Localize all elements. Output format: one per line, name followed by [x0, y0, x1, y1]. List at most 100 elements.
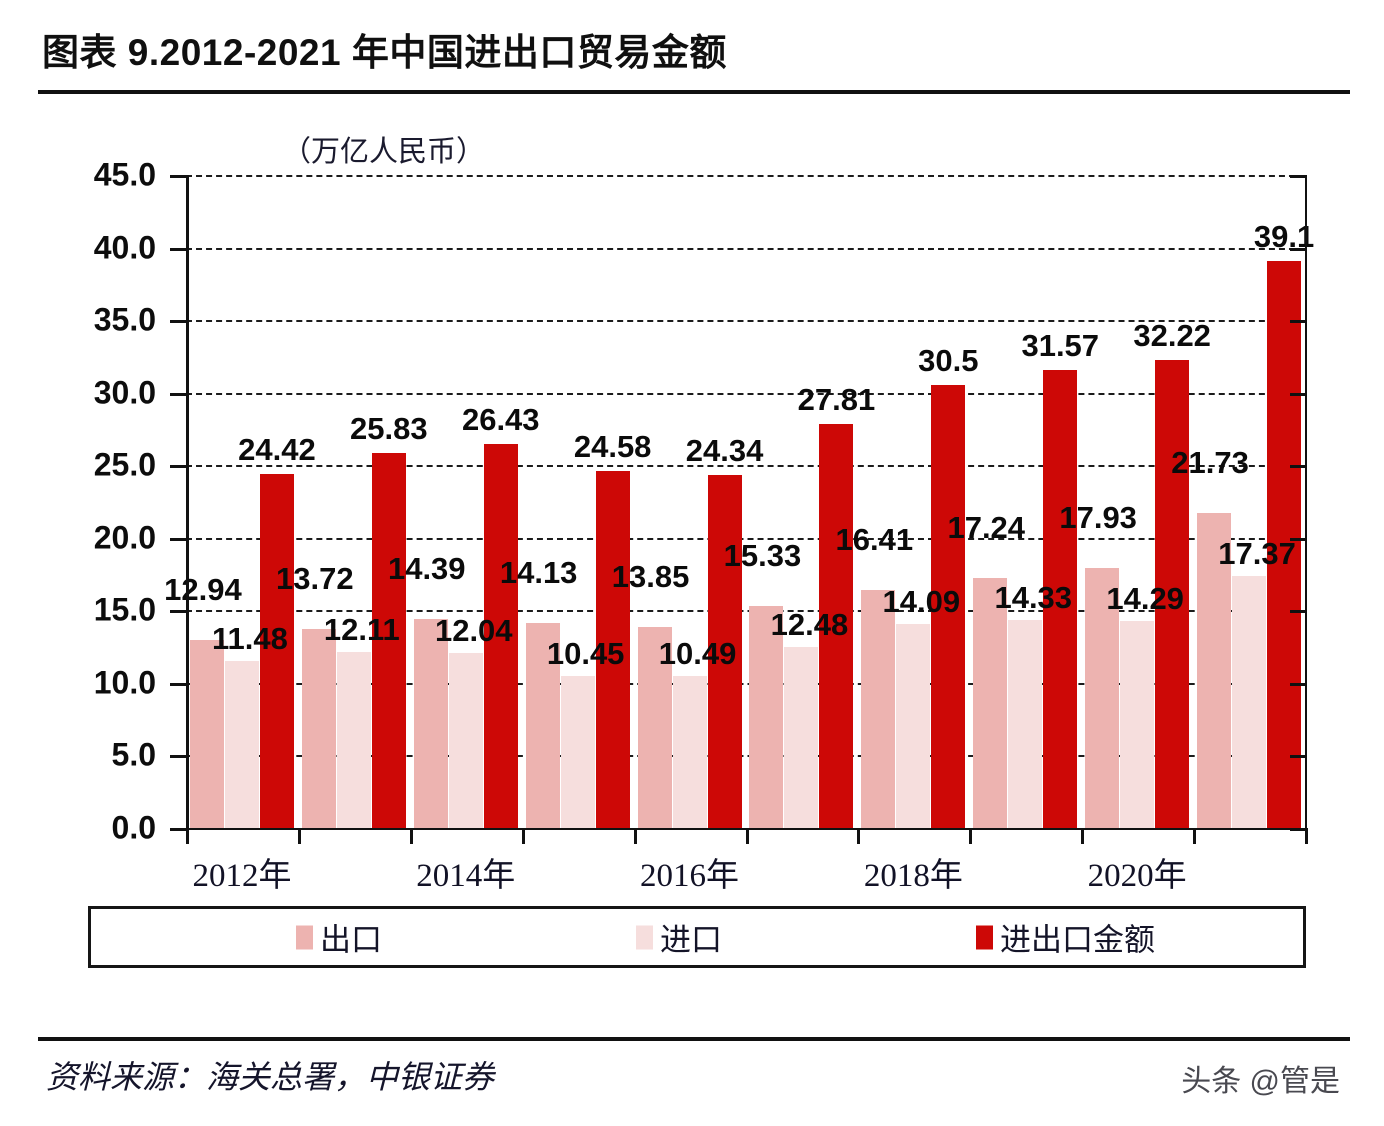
bar-进出口金额-2017 — [819, 424, 854, 828]
legend-item-进出口金额[interactable]: 进出口金额 — [976, 915, 1155, 960]
value-label-进出口金额-2012: 24.42 — [238, 431, 316, 467]
bar-进口-2014 — [448, 653, 483, 828]
y-axis-label: 30.0 — [93, 374, 156, 411]
bar-进口-2017 — [784, 646, 819, 828]
x-axis-tick — [1081, 828, 1085, 844]
legend-label: 进出口金额 — [1000, 922, 1155, 958]
x-axis-tick — [186, 828, 189, 844]
value-label-进出口金额-2019: 31.57 — [1021, 327, 1100, 363]
y-axis-tick — [170, 828, 187, 831]
value-label-出口-2012: 12.94 — [164, 572, 242, 608]
y-axis-tick — [170, 320, 187, 324]
legend-label: 进口 — [660, 922, 722, 958]
bar-进口-2015 — [560, 676, 595, 828]
value-label-进出口金额-2020: 32.22 — [1133, 318, 1211, 354]
axis-unit-label: （万亿人民币） — [282, 136, 486, 168]
x-axis-label-2020: 2020年 — [1087, 858, 1187, 894]
source-note: 资料来源：海关总署，中银证券 — [46, 1059, 495, 1095]
bar-进出口金额-2013 — [371, 453, 406, 828]
value-label-出口-2021: 21.73 — [1171, 444, 1249, 480]
value-label-出口-2014: 14.39 — [387, 551, 466, 587]
chart-legend: 出口 进口 进出口金额 — [88, 906, 1306, 968]
y-axis-tick-right — [1290, 755, 1306, 759]
x-axis-tick — [969, 828, 973, 844]
bar-进口-2020 — [1120, 620, 1155, 828]
y-axis-tick — [170, 610, 187, 614]
y-axis-label: 45.0 — [93, 156, 156, 193]
bar-进出口金额-2021 — [1267, 260, 1302, 828]
bar-出口-2020 — [1085, 567, 1120, 828]
value-label-进出口金额-2016: 24.34 — [685, 432, 764, 468]
legend-item-出口[interactable]: 出口 — [296, 915, 382, 960]
y-axis-tick-right — [1290, 465, 1306, 469]
x-axis-tick — [521, 828, 525, 844]
bar-出口-2018 — [861, 589, 896, 828]
x-axis-tick — [745, 828, 749, 844]
legend-label: 出口 — [320, 922, 382, 958]
y-axis-tick-right — [1290, 320, 1306, 324]
y-axis-tick — [170, 682, 187, 686]
value-label-进口-2018: 14.09 — [882, 583, 961, 619]
value-label-进出口金额-2015: 24.58 — [573, 429, 652, 465]
bar-出口-2016 — [637, 627, 672, 828]
bar-出口-2017 — [749, 605, 784, 828]
x-axis-label-2012: 2012年 — [192, 858, 292, 894]
value-label-进出口金额-2013: 25.83 — [350, 411, 428, 447]
bar-进出口金额-2012 — [259, 473, 294, 828]
x-axis-label-2018: 2018年 — [863, 858, 963, 894]
y-axis-label: 40.0 — [93, 229, 156, 266]
y-axis-tick-right — [1290, 392, 1306, 396]
y-axis-line — [186, 175, 189, 830]
footer-divider — [38, 1037, 1350, 1041]
bar-出口-2014 — [413, 619, 448, 828]
value-label-进口-2016: 10.49 — [658, 635, 737, 671]
y-axis-tick-right — [1290, 682, 1306, 686]
y-axis-tick-right — [1290, 828, 1306, 831]
gridline — [186, 175, 1305, 177]
value-label-出口-2013: 13.72 — [276, 560, 354, 596]
y-axis-right-line — [1305, 175, 1307, 830]
value-label-出口-2018: 16.41 — [835, 521, 914, 557]
y-axis-tick-right — [1290, 610, 1306, 614]
bar-出口-2013 — [301, 628, 336, 828]
chart-header: 图表 9.2012-2021 年中国进出口贸易金额 — [0, 0, 1384, 96]
bar-进口-2021 — [1232, 575, 1267, 828]
y-axis-label: 5.0 — [111, 736, 156, 773]
legend-item-进口[interactable]: 进口 — [636, 915, 722, 960]
y-axis-label: 15.0 — [93, 591, 156, 628]
bar-进口-2012 — [224, 661, 259, 828]
gridline — [186, 537, 1305, 540]
gridline — [186, 682, 1305, 685]
bar-进出口金额-2016 — [707, 474, 742, 828]
value-label-出口-2015: 14.13 — [499, 554, 578, 590]
value-label-进口-2019: 14.33 — [994, 580, 1073, 616]
x-axis-tick — [633, 828, 637, 844]
bar-进出口金额-2015 — [595, 471, 630, 828]
x-axis-label-2016: 2016年 — [640, 858, 740, 894]
value-label-进出口金额-2018: 30.5 — [918, 343, 979, 379]
gridline — [186, 392, 1305, 395]
x-axis-tick — [1305, 828, 1308, 844]
bar-进出口金额-2014 — [483, 444, 518, 828]
value-label-出口-2019: 17.24 — [947, 509, 1026, 545]
x-axis-tick — [297, 828, 301, 844]
x-axis-tick — [409, 828, 413, 844]
x-axis-tick — [857, 828, 861, 844]
bar-进出口金额-2018 — [931, 385, 966, 828]
bar-出口-2012 — [189, 640, 224, 828]
y-axis-label: 35.0 — [93, 301, 156, 338]
legend-swatch-icon — [296, 925, 313, 949]
y-axis-label: 20.0 — [93, 519, 156, 556]
y-axis-tick-right — [1290, 175, 1306, 178]
y-axis-tick-right — [1290, 537, 1306, 541]
y-axis-tick — [170, 465, 187, 469]
bar-进口-2016 — [672, 675, 707, 828]
bar-进出口金额-2020 — [1155, 360, 1190, 828]
gridline — [186, 755, 1305, 758]
value-label-进口-2017: 12.48 — [770, 606, 849, 642]
header-divider — [38, 90, 1350, 94]
value-label-出口-2017: 15.33 — [723, 537, 802, 573]
y-axis-label: 10.0 — [93, 664, 156, 701]
value-label-进口-2015: 10.45 — [546, 636, 625, 672]
bar-进口-2013 — [336, 652, 371, 828]
